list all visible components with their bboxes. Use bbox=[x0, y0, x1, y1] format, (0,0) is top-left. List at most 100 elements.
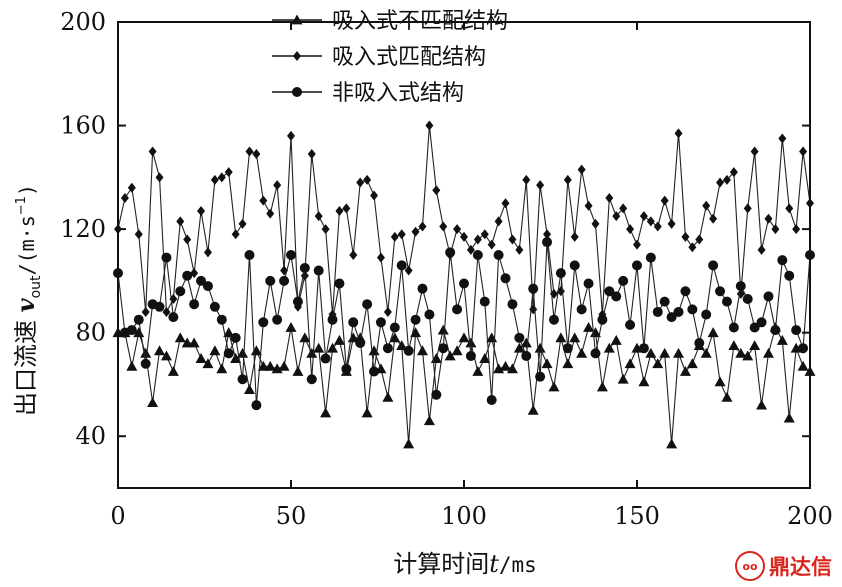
data-point bbox=[348, 317, 359, 328]
data-point bbox=[771, 224, 780, 235]
data-point bbox=[216, 314, 227, 325]
data-point bbox=[660, 195, 669, 206]
data-point bbox=[286, 250, 296, 260]
data-point bbox=[445, 247, 456, 258]
y-axis-title-unit-close: ) bbox=[15, 184, 39, 196]
data-point bbox=[245, 146, 254, 157]
watermark-logo-icon: oo bbox=[735, 551, 765, 581]
data-point bbox=[783, 412, 795, 423]
data-point bbox=[645, 347, 657, 358]
data-point bbox=[306, 374, 317, 385]
data-point bbox=[209, 301, 220, 312]
data-point bbox=[320, 353, 331, 364]
data-point bbox=[617, 373, 629, 384]
data-point bbox=[563, 174, 572, 185]
data-point bbox=[735, 281, 746, 292]
data-point bbox=[728, 340, 740, 351]
data-point bbox=[264, 360, 276, 371]
x-tick-label: 50 bbox=[276, 502, 307, 530]
data-point bbox=[686, 358, 698, 369]
data-point bbox=[271, 363, 283, 374]
data-point bbox=[729, 167, 738, 178]
data-point bbox=[230, 332, 241, 343]
data-point bbox=[714, 376, 726, 387]
data-point bbox=[251, 400, 262, 411]
legend-marker bbox=[293, 51, 301, 61]
data-point bbox=[521, 350, 532, 361]
y-tick-label: 80 bbox=[75, 319, 106, 347]
data-point bbox=[321, 224, 330, 235]
data-point bbox=[369, 366, 380, 377]
data-point bbox=[258, 317, 269, 328]
data-point bbox=[342, 203, 351, 214]
data-point bbox=[362, 299, 373, 310]
y-tick-label: 40 bbox=[75, 422, 106, 450]
data-point bbox=[797, 360, 809, 371]
data-point bbox=[569, 260, 580, 271]
data-point bbox=[176, 216, 185, 227]
data-point bbox=[210, 174, 219, 185]
data-point bbox=[666, 312, 677, 323]
data-point bbox=[722, 174, 731, 185]
data-point bbox=[757, 244, 766, 255]
legend-label: 非吸入式结构 bbox=[332, 81, 464, 106]
data-point bbox=[439, 221, 448, 232]
data-point bbox=[370, 190, 379, 201]
data-point bbox=[410, 314, 421, 325]
data-point bbox=[749, 322, 760, 333]
data-point bbox=[508, 234, 517, 245]
data-point bbox=[416, 345, 428, 356]
data-point bbox=[716, 177, 725, 188]
data-point bbox=[701, 309, 712, 320]
data-point bbox=[223, 348, 234, 359]
data-point bbox=[763, 291, 774, 302]
data-point bbox=[708, 260, 719, 271]
axes: 0 50 100 150 200 40 80 120 160 200 bbox=[60, 8, 833, 530]
x-axis-title-main: 计算时间 bbox=[393, 550, 489, 578]
data-point bbox=[576, 347, 588, 358]
data-point bbox=[762, 347, 774, 358]
data-point bbox=[451, 345, 463, 356]
data-point bbox=[183, 234, 192, 245]
data-point bbox=[432, 185, 441, 196]
data-point bbox=[785, 203, 794, 214]
data-point bbox=[569, 332, 581, 343]
data-point bbox=[791, 325, 802, 336]
data-point bbox=[197, 205, 206, 216]
data-point bbox=[224, 167, 233, 178]
data-point bbox=[453, 224, 462, 235]
data-point bbox=[679, 366, 691, 376]
data-point bbox=[688, 242, 697, 253]
x-tick-label: 200 bbox=[787, 502, 833, 530]
data-point bbox=[431, 389, 442, 400]
data-point bbox=[589, 327, 601, 338]
data-point bbox=[721, 391, 733, 402]
data-point bbox=[570, 231, 579, 242]
data-point bbox=[411, 226, 420, 237]
data-point bbox=[743, 203, 752, 214]
data-point bbox=[514, 332, 525, 343]
data-point bbox=[279, 275, 290, 286]
data-point bbox=[605, 193, 614, 204]
data-point bbox=[459, 278, 469, 289]
data-point bbox=[742, 350, 754, 361]
data-point bbox=[397, 229, 406, 240]
data-point bbox=[603, 342, 615, 353]
data-point bbox=[653, 221, 662, 232]
data-point bbox=[313, 265, 324, 276]
data-point bbox=[735, 347, 747, 358]
data-point bbox=[764, 213, 773, 224]
data-point bbox=[487, 239, 496, 250]
data-point bbox=[162, 306, 171, 317]
data-point bbox=[243, 384, 255, 395]
data-point bbox=[389, 332, 401, 343]
data-point bbox=[646, 216, 655, 227]
data-point bbox=[148, 146, 157, 157]
data-point bbox=[425, 120, 434, 131]
data-point bbox=[535, 371, 546, 382]
series-2 bbox=[114, 120, 814, 320]
legend-label: 吸入式匹配结构 bbox=[332, 45, 486, 70]
data-point bbox=[133, 314, 144, 325]
data-point bbox=[638, 343, 649, 354]
